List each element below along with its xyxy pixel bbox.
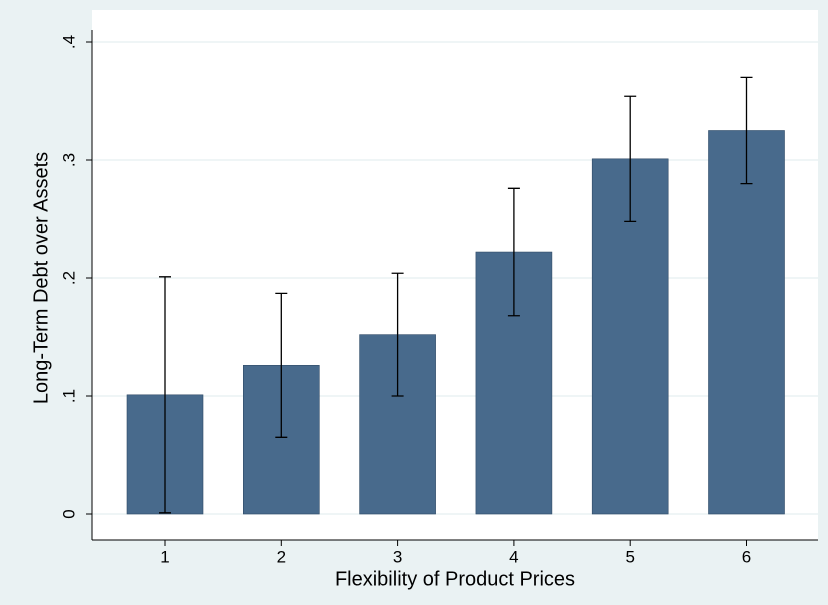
- x-tick-label: 3: [393, 547, 402, 566]
- y-tick-label: 0: [59, 509, 78, 518]
- x-tick-label: 4: [509, 547, 518, 566]
- error-bar: [275, 292, 288, 438]
- y-tick-label: .2: [59, 271, 78, 285]
- error-bar: [391, 272, 404, 397]
- y-axis-title: Long-Term Debt over Assets: [30, 152, 52, 404]
- error-bar: [740, 76, 753, 185]
- x-axis-title: Flexibility of Product Prices: [335, 568, 575, 590]
- x-tick-label: 1: [160, 547, 169, 566]
- error-bar: [507, 187, 520, 317]
- bar: [708, 130, 785, 515]
- error-bar: [159, 276, 171, 514]
- y-tick-label: .1: [59, 389, 78, 403]
- x-tick-label: 6: [742, 547, 751, 566]
- error-bar: [624, 95, 637, 223]
- plot-area: [92, 10, 818, 540]
- y-tick-label: .4: [59, 35, 78, 49]
- y-tick-label: .3: [59, 153, 78, 167]
- x-tick-label: 5: [625, 547, 634, 566]
- x-tick-label: 2: [277, 547, 286, 566]
